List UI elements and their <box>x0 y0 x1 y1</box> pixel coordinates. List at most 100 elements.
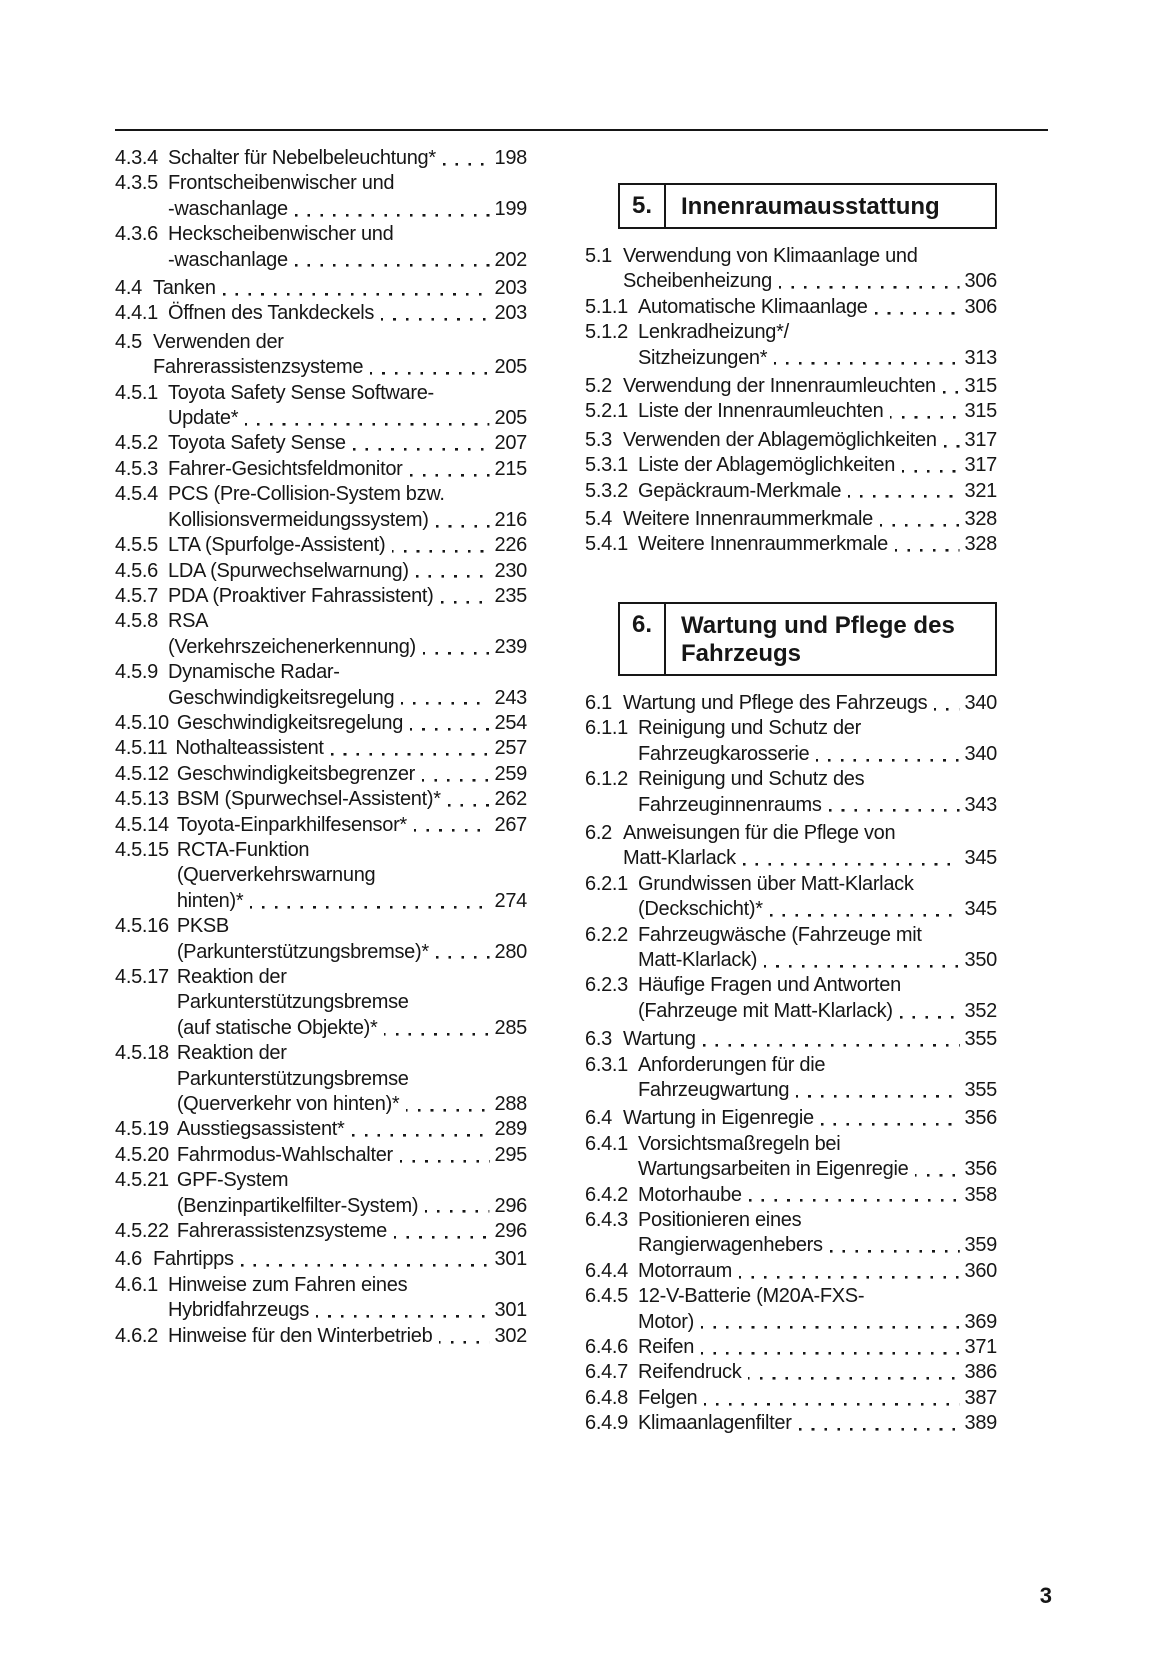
dot-leader <box>294 247 490 274</box>
toc-entry-body: Gepäckraum-Merkmale 321 <box>638 478 997 505</box>
toc-entry-text: Nothalteassistent <box>175 737 324 760</box>
toc-entry-4-5-2: 4.5.2 Toyota Safety Sense 207 <box>115 431 527 457</box>
chapter-header-6: 6. Wartung und Pflege des Fahrzeugs <box>618 601 997 676</box>
toc-entry-page: 198 <box>494 147 528 169</box>
toc-entry-number: 5.4 <box>585 508 612 531</box>
toc-entry-body: Tanken 203 <box>153 276 527 302</box>
dot-leader <box>769 897 960 923</box>
toc-entry-6-4-6: 6.4.6 Reifen 371 <box>585 1335 997 1361</box>
toc-entry-text: Matt-Klarlack) <box>638 948 758 971</box>
toc-entry-4-5-6: 4.5.6 LDA (Spurwechselwarnung) 230 <box>115 558 527 584</box>
toc-entry-text: Sitzheizungen* <box>638 346 768 369</box>
dot-leader <box>742 846 960 872</box>
toc-entry-page: 301 <box>494 1248 528 1271</box>
toc-entry-body: Fahrzeugwäsche (Fahrzeuge mit Matt-Klarla… <box>638 923 997 974</box>
toc-entry-5-3: 5.3 Verwenden der Ablagemöglichkeiten 317 <box>585 427 997 454</box>
toc-entry-body: Schalter für Nebelbeleuchtung* 198 <box>168 146 528 172</box>
dot-leader <box>381 301 490 327</box>
dot-leader <box>330 736 490 762</box>
dot-leader <box>393 1219 490 1245</box>
toc-entry-body: Reinigung und Schutz des Fahrzeuginnenrau… <box>638 767 997 818</box>
dot-leader <box>820 1106 960 1132</box>
toc-entry-body: PKSB (Parkunterstützungsbremse)* 280 <box>177 914 527 965</box>
toc-entry-page: 386 <box>964 1361 998 1384</box>
toc-entry-4-6-1: 4.6.1 Hinweise zum Fahren eines Hybridfahr… <box>115 1273 527 1324</box>
toc-entry-number: 4.5.12 <box>115 762 169 785</box>
toc-entry-5-1: 5.1 Verwendung von Klimaanlage und Scheibe… <box>585 244 997 295</box>
toc-entry-page: 205 <box>494 356 528 379</box>
toc-entry-number: 5.3.1 <box>585 454 628 477</box>
toc-entry-body: Anforderungen für die Fahrzeugwartung 355 <box>638 1053 997 1104</box>
toc-entry-page: 389 <box>964 1412 998 1435</box>
toc-entry-text: Liste der Innenraumleuchten <box>638 400 884 423</box>
toc-entry-body: Verwendung der Innenraumleuchten 315 <box>623 374 997 400</box>
dot-leader <box>748 1360 960 1386</box>
toc-entry-4-5-15: 4.5.15 RCTA-Funktion (Querverkehrswarnung h… <box>115 838 527 915</box>
toc-entry-4-5-16: 4.5.16 PKSB (Parkunterstützungsbremse)* 280 <box>115 914 527 965</box>
toc-entry-page: 306 <box>964 295 998 318</box>
dot-leader <box>899 998 960 1025</box>
toc-entry-number: 4.3.6 <box>115 223 158 246</box>
dot-leader <box>435 939 490 965</box>
toc-entry-body: Motorraum 360 <box>638 1258 998 1285</box>
toc-entry-page: 306 <box>964 270 998 293</box>
toc-entry-4-3-5: 4.3.5 Frontscheibenwischer und -waschanlag… <box>115 171 527 223</box>
toc-entry-number: 6.4 <box>585 1107 612 1130</box>
toc-entry-text: (Verkehrszeichenerkennung) <box>168 635 416 658</box>
toc-entry-6-4-7: 6.4.7 Reifendruck 386 <box>585 1360 998 1386</box>
toc-entry-text: PKSB <box>176 915 229 938</box>
toc-entry-5-4-1: 5.4.1 Weitere Innenraummerkmale 328 <box>585 532 997 558</box>
toc-entry-4-6-2: 4.6.2 Hinweise für den Winterbetrieb 302 <box>115 1323 527 1350</box>
toc-entry-text: Hinweise für den Winterbetrieb <box>168 1324 433 1347</box>
dot-leader <box>415 558 490 584</box>
toc-entry-6-4-3: 6.4.3 Positionieren eines Rangierwagenhebe… <box>585 1208 997 1259</box>
toc-entry-number: 4.5.18 <box>115 1042 169 1065</box>
toc-entry-page: 387 <box>964 1386 998 1409</box>
toc-entry-text: Geschwindigkeitsbegrenzer <box>176 762 415 785</box>
toc-entry-page: 280 <box>494 940 528 963</box>
toc-entry-text: Wartung in Eigenregie <box>623 1107 814 1130</box>
toc-entry-number: 4.5.21 <box>115 1169 169 1192</box>
toc-entry-body: Felgen 387 <box>638 1385 998 1412</box>
toc-entry-page: 235 <box>494 584 528 607</box>
dot-leader <box>442 146 490 172</box>
toc-entry-text: PCS (Pre-Collision-System bzw. <box>168 483 445 506</box>
dot-leader <box>401 685 490 711</box>
toc-entry-5-2: 5.2 Verwendung der Innenraumleuchten 315 <box>585 374 997 400</box>
dot-leader <box>316 1298 490 1324</box>
toc-entry-text: Parkunterstützungsbremse <box>176 1067 409 1090</box>
toc-entry-text: Fahrzeugkarosserie <box>638 742 810 765</box>
toc-entry-number: 4.6.2 <box>115 1324 158 1347</box>
toc-entry-number: 6.4.4 <box>585 1259 628 1282</box>
toc-entry-text: Geschwindigkeitsregelung <box>168 686 395 709</box>
dot-leader <box>942 374 960 400</box>
toc-entry-body: Fahrerassistenzsysteme 296 <box>177 1219 527 1245</box>
toc-entry-number: 6.1 <box>585 691 612 714</box>
toc-entry-number: 4.5.7 <box>115 584 158 607</box>
toc-entry-text: Öffnen des Tankdeckels <box>168 302 375 325</box>
toc-entry-number: 4.5.17 <box>115 966 169 988</box>
toc-entry-body: Lenkradheizung*/Sitzheizungen* 313 <box>638 320 997 372</box>
toc-entry-body: Motorhaube 358 <box>638 1182 997 1208</box>
toc-entry-page: 360 <box>964 1259 998 1282</box>
toc-entry-text: Ausstiegsassistent* <box>176 1118 345 1141</box>
toc-entry-text: hinten)* <box>176 889 244 912</box>
toc-entry-text: Häufige Fragen und Antworten <box>638 974 901 997</box>
dot-leader <box>739 1258 960 1285</box>
dot-leader <box>895 532 960 558</box>
toc-entry-4-5-4: 4.5.4 PCS (Pre-Collision-System bzw. Kolli… <box>115 482 527 534</box>
toc-entry-6-4-5: 6.4.5 12-V-Batterie (M20A-FXS- Motor) 369 <box>585 1284 997 1336</box>
toc-entry-6-1-1: 6.1.1 Reinigung und Schutz der Fahrzeugkar… <box>585 716 997 768</box>
toc-entry-body: Liste der Innenraumleuchten 315 <box>638 399 997 425</box>
toc-entry-text: Toyota Safety Sense Software- <box>168 381 434 404</box>
dot-leader <box>399 1142 490 1169</box>
toc-entry-body: BSM (Spurwechsel-Assistent)* 262 <box>177 787 527 813</box>
toc-entry-page: 267 <box>494 813 528 836</box>
toc-entry-page: 289 <box>494 1118 528 1141</box>
toc-entry-page: 340 <box>964 691 998 714</box>
toc-entry-number: 6.2.2 <box>585 923 628 946</box>
toc-entry-body: Toyota Safety Sense Software- Update* 205 <box>168 381 527 432</box>
toc-entry-4-4-1: 4.4.1 Öffnen des Tankdeckels 203 <box>115 301 527 327</box>
toc-entry-page: 345 <box>964 898 998 921</box>
toc-entry-number: 5.1.2 <box>585 321 628 344</box>
